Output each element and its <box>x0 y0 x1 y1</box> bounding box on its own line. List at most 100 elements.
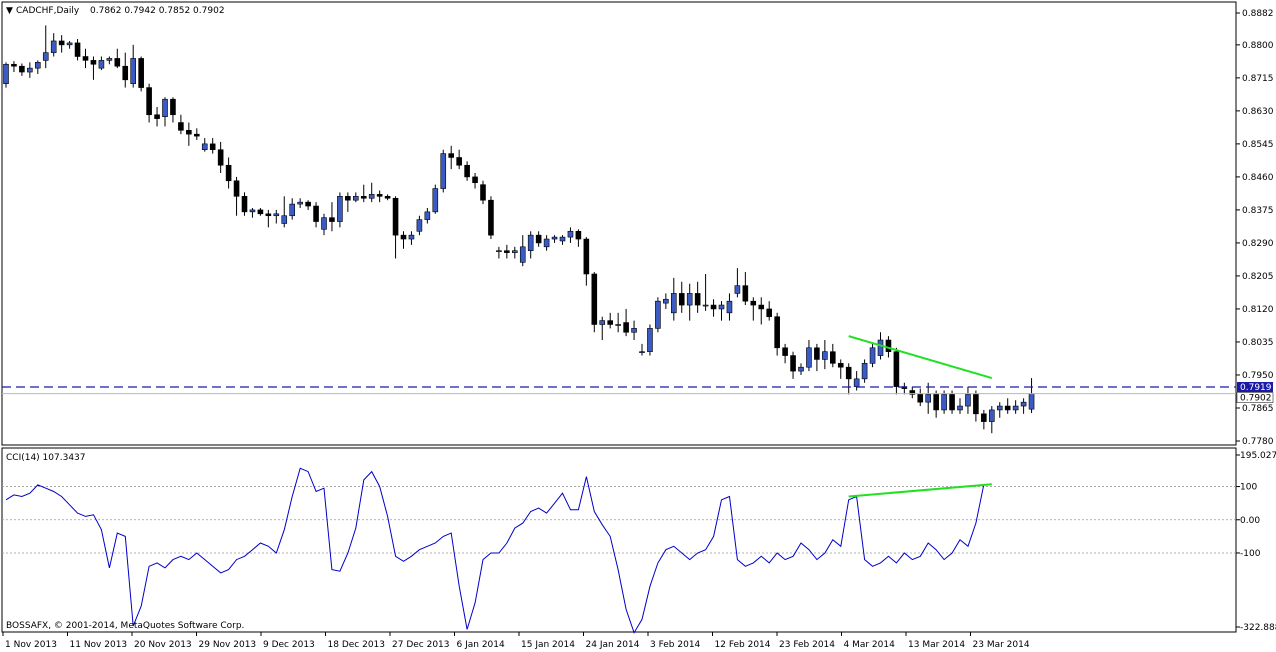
candle-body <box>408 234 415 240</box>
candle-body <box>368 194 375 199</box>
symbol-label: CADCHF,Daily <box>16 6 80 16</box>
candle-body <box>694 293 701 306</box>
candle-body <box>98 60 105 69</box>
candle-body <box>3 63 9 84</box>
candle-body <box>511 250 518 253</box>
candle-body <box>663 298 669 304</box>
candle-body <box>678 293 685 306</box>
candle-body <box>535 234 542 244</box>
price-tick-label: 0.8035 <box>1242 338 1274 348</box>
candle-body <box>440 153 447 189</box>
price-tick-label: 0.8630 <box>1242 107 1274 117</box>
candle-body <box>488 199 494 236</box>
candle-body <box>472 176 478 184</box>
candle-body <box>90 60 97 65</box>
candle-body <box>917 394 924 403</box>
candle-body <box>424 211 431 220</box>
time-tick-label: 13 Mar 2014 <box>908 640 965 650</box>
price-trendline[interactable] <box>848 335 993 380</box>
candle-body <box>209 143 216 151</box>
candle-body <box>194 133 200 137</box>
candle-body <box>853 378 860 387</box>
candle-body <box>66 42 73 46</box>
cci-tick-label: 195.0276 <box>1240 451 1276 461</box>
time-tick-label: 24 Jan 2014 <box>586 640 640 650</box>
candle-body <box>1004 405 1011 411</box>
candle-body <box>138 58 144 88</box>
time-tick-label: 1 Nov 2013 <box>5 640 57 650</box>
candle-body <box>11 63 17 67</box>
time-tick-label: 12 Feb 2014 <box>715 640 771 650</box>
price-tick-label: 0.8460 <box>1242 173 1274 183</box>
time-tick-label: 9 Dec 2013 <box>263 640 315 650</box>
candle-body <box>718 304 725 310</box>
candle-body <box>766 308 773 318</box>
candle-body <box>591 273 598 325</box>
candle-body <box>329 217 335 222</box>
time-tick-label: 11 Nov 2013 <box>70 640 128 650</box>
candle-body <box>178 122 184 131</box>
candle-body <box>496 250 502 252</box>
candle-body <box>670 293 677 314</box>
candle-body <box>273 213 280 217</box>
chart-menu-icon[interactable]: ▼ <box>6 6 13 16</box>
candle-body <box>885 339 892 352</box>
candle-body <box>50 40 57 53</box>
candle-body <box>973 394 979 415</box>
candle-body <box>42 52 49 61</box>
time-axis: 1 Nov 2013 11 Nov 2013 20 Nov 2013 29 Nov 2… <box>2 632 1030 650</box>
cci-tick-label: -322.888 <box>1240 623 1276 633</box>
time-tick-label: 23 Feb 2014 <box>779 640 835 650</box>
candle-body <box>241 196 248 213</box>
candle-body <box>988 409 995 422</box>
candle-body <box>686 293 693 306</box>
price-tick-label: 0.8715 <box>1242 74 1274 84</box>
cci-trendline[interactable] <box>848 483 992 498</box>
candle-body <box>289 203 296 217</box>
candle-body <box>837 363 844 368</box>
candle-body <box>352 196 359 201</box>
candle-body <box>345 196 351 201</box>
bid-tag-bg <box>1237 382 1273 393</box>
candle-body <box>376 194 383 197</box>
cci-tick-label: 0.00 <box>1240 516 1260 526</box>
candle-body <box>416 219 423 232</box>
candle-body <box>639 351 645 353</box>
candle-body <box>249 209 256 213</box>
candle-body <box>74 42 81 57</box>
candle-body <box>814 347 820 360</box>
candle-body <box>122 65 129 81</box>
candle-body <box>58 40 65 46</box>
candle-body <box>1012 405 1019 411</box>
candle-body <box>599 320 606 325</box>
candle-body <box>829 351 836 364</box>
candle-body <box>114 58 121 67</box>
candle-body <box>519 246 526 263</box>
candle-body <box>480 184 486 201</box>
candle-body <box>233 180 240 197</box>
candle-body <box>726 300 733 314</box>
candle-body <box>265 213 272 217</box>
candle-body <box>146 87 152 116</box>
price-tick-label: 0.8545 <box>1242 140 1274 150</box>
cci-line <box>5 467 985 634</box>
candle-body <box>750 300 757 306</box>
candle-body <box>647 328 653 352</box>
candle-body <box>575 230 582 240</box>
price-tick-label: 0.8290 <box>1242 239 1274 249</box>
candle-body <box>527 234 534 251</box>
candle-body <box>337 196 343 222</box>
candle-body <box>933 394 939 411</box>
candle-body <box>567 230 574 238</box>
candle-body <box>313 205 319 222</box>
candle-body <box>504 250 510 253</box>
candle-body <box>583 238 590 275</box>
time-tick-label: 6 Jan 2014 <box>457 640 505 650</box>
candle-body <box>432 188 439 213</box>
candle-body <box>305 201 311 207</box>
candle-body <box>790 355 796 372</box>
candle-body <box>758 304 765 310</box>
candle-body <box>464 164 470 178</box>
candle-body <box>965 394 971 407</box>
candle-body <box>981 413 987 422</box>
